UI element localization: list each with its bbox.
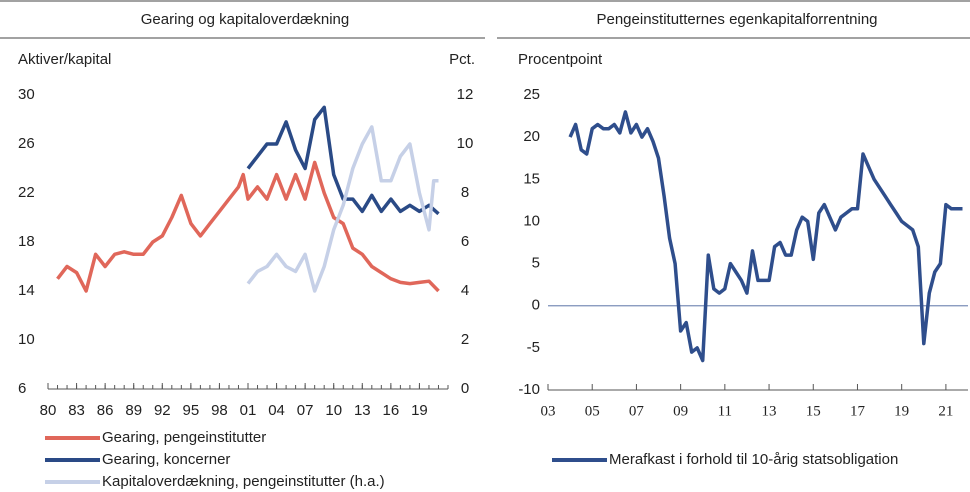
y2-axis-label: Pct.	[449, 51, 475, 68]
x-tick-label: 80	[40, 402, 57, 419]
y2-tick-label: 2	[461, 331, 469, 348]
y-tick-label: 15	[523, 170, 540, 187]
x-tick-label: 01	[240, 402, 257, 419]
chart-title: Gearing og kapitaloverdækning	[141, 11, 349, 28]
series-line	[246, 105, 440, 216]
y-tick-label: 6	[18, 380, 26, 397]
y2-tick-label: 4	[461, 282, 469, 299]
y-tick-label: 10	[18, 331, 35, 348]
x-tick-label: 95	[183, 402, 200, 419]
y2-tick-label: 6	[461, 233, 469, 250]
legend-label: Merafkast i forhold til 10-årig statsobl…	[609, 451, 898, 468]
x-tick-label: 92	[154, 402, 171, 419]
x-tick-label: 05	[585, 403, 600, 419]
y-axis-label: Procentpoint	[518, 51, 603, 68]
x-tick-label: 15	[806, 403, 821, 419]
x-tick-label: 98	[211, 402, 228, 419]
series-line	[56, 160, 440, 293]
x-tick-label: 03	[541, 403, 556, 419]
x-tick-label: 19	[894, 403, 909, 419]
chart-title: Pengeinstitutternes egenkapitalforrentni…	[596, 11, 877, 28]
x-tick-label: 13	[354, 402, 371, 419]
x-tick-label: 17	[850, 403, 866, 419]
y2-tick-label: 10	[457, 135, 474, 152]
legend-label: Kapitaloverdækning, pengeinstitutter (h.…	[102, 473, 385, 490]
y-tick-label: 25	[523, 86, 540, 103]
y-tick-label: 26	[18, 135, 35, 152]
x-tick-label: 10	[325, 402, 342, 419]
y-tick-label: 18	[18, 233, 35, 250]
x-tick-label: 04	[268, 402, 285, 419]
y-tick-label: -5	[527, 339, 540, 356]
series-line	[246, 125, 439, 293]
x-tick-label: 86	[97, 402, 114, 419]
y2-tick-label: 12	[457, 86, 474, 103]
x-tick-label: 89	[125, 402, 142, 419]
y-tick-label: -10	[518, 381, 540, 398]
x-tick-label: 21	[938, 403, 953, 419]
y2-tick-label: 0	[461, 380, 469, 397]
y-tick-label: 14	[18, 282, 35, 299]
x-tick-label: 07	[629, 403, 645, 419]
legend-label: Gearing, pengeinstitutter	[102, 429, 266, 446]
y2-tick-label: 8	[461, 184, 469, 201]
legend-label: Gearing, koncerner	[102, 451, 230, 468]
x-tick-label: 16	[383, 402, 400, 419]
y-tick-label: 5	[532, 255, 540, 272]
y-tick-label: 22	[18, 184, 35, 201]
x-tick-label: 13	[762, 403, 777, 419]
x-tick-label: 07	[297, 402, 314, 419]
x-tick-label: 19	[411, 402, 428, 419]
y-axis-label: Aktiver/kapital	[18, 51, 111, 68]
x-tick-label: 11	[718, 403, 732, 419]
y-tick-label: 30	[18, 86, 35, 103]
y-tick-label: 20	[523, 128, 540, 145]
x-tick-label: 83	[68, 402, 85, 419]
y-tick-label: 0	[532, 297, 540, 314]
series-line	[568, 110, 963, 363]
y-tick-label: 10	[523, 212, 540, 229]
x-tick-label: 09	[673, 403, 688, 419]
